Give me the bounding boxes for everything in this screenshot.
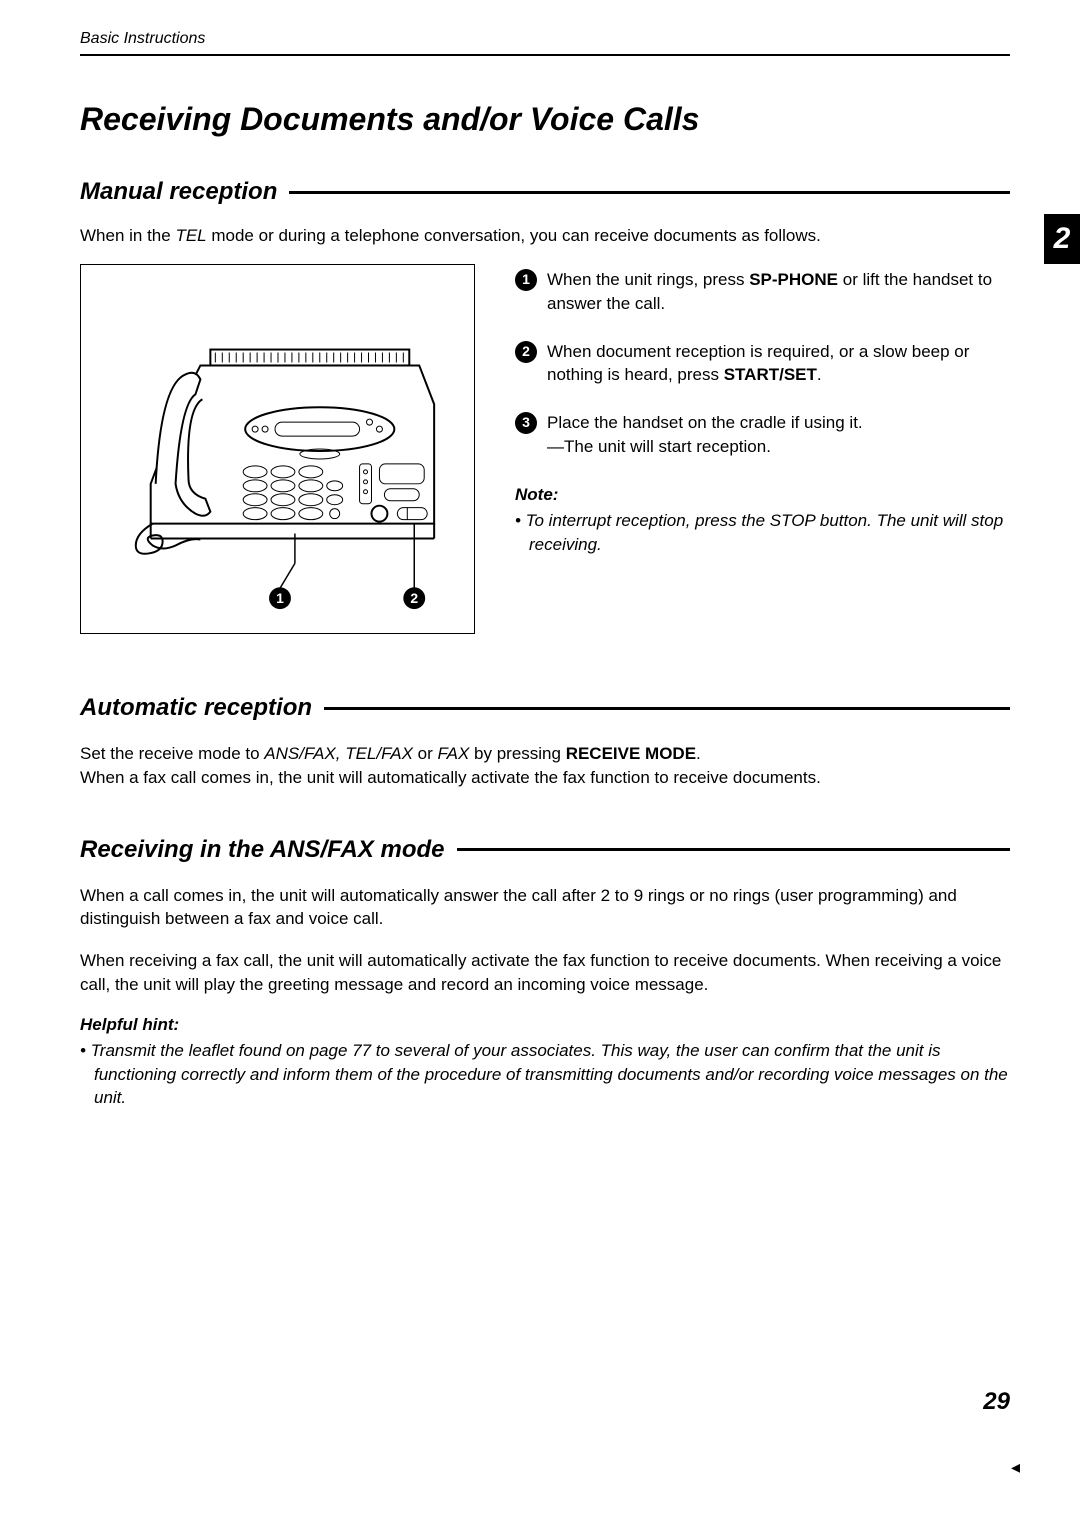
- header-rule: [80, 54, 1010, 56]
- step-2-bold: START/SET: [724, 365, 817, 384]
- step-3-sub: —The unit will start reception.: [547, 437, 771, 456]
- auto-modes: ANS/FAX, TEL/FAX: [264, 744, 413, 763]
- svg-text:1: 1: [276, 590, 284, 606]
- note-body: • To interrupt reception, press the STOP…: [515, 509, 1010, 557]
- auto-heading-row: Automatic reception: [80, 694, 1010, 722]
- step-3-text: Place the handset on the cradle if using…: [547, 411, 863, 459]
- ansfax-p2: When receiving a fax call, the unit will…: [80, 949, 1010, 997]
- main-title: Receiving Documents and/or Voice Calls: [80, 101, 1010, 138]
- chapter-tab: 2: [1044, 214, 1080, 264]
- page-header: Basic Instructions: [80, 30, 1010, 48]
- auto-fax: FAX: [437, 744, 469, 763]
- manual-row: 1 2 1 When the unit rings, press SP-PHON…: [80, 264, 1010, 634]
- ansfax-rule: [457, 848, 1010, 851]
- hint-label: Helpful hint:: [80, 1015, 1010, 1035]
- step-2: 2 When document reception is required, o…: [515, 340, 1010, 388]
- auto-or: or: [413, 744, 438, 763]
- corner-mark-icon: ◂: [1011, 1457, 1020, 1478]
- step-1-marker: 1: [515, 269, 537, 291]
- auto-body: Set the receive mode to ANS/FAX, TEL/FAX…: [80, 742, 1010, 790]
- manual-rule: [289, 191, 1010, 194]
- page-number: 29: [983, 1388, 1010, 1416]
- step-1-a: When the unit rings, press: [547, 270, 749, 289]
- auto-b: by pressing: [469, 744, 565, 763]
- step-2-marker: 2: [515, 341, 537, 363]
- step-1: 1 When the unit rings, press SP-PHONE or…: [515, 268, 1010, 316]
- auto-c: .: [696, 744, 701, 763]
- manual-intro-b: mode or during a telephone conversation,…: [207, 226, 821, 245]
- manual-heading-row: Manual reception: [80, 178, 1010, 206]
- hint-body: • Transmit the leaflet found on page 77 …: [80, 1039, 1010, 1110]
- steps-column: 1 When the unit rings, press SP-PHONE or…: [515, 264, 1010, 634]
- auto-rule: [324, 707, 1010, 710]
- auto-bold: RECEIVE MODE: [566, 744, 696, 763]
- step-2-b: .: [817, 365, 822, 384]
- svg-text:2: 2: [410, 590, 418, 606]
- ansfax-body: When a call comes in, the unit will auto…: [80, 884, 1010, 1111]
- auto-a: Set the receive mode to: [80, 744, 264, 763]
- step-3: 3 Place the handset on the cradle if usi…: [515, 411, 1010, 459]
- ansfax-heading: Receiving in the ANS/FAX mode: [80, 836, 445, 864]
- manual-intro-tel: TEL: [175, 226, 206, 245]
- step-3-a: Place the handset on the cradle if using…: [547, 413, 863, 432]
- note-label: Note:: [515, 485, 1010, 505]
- fax-machine-icon: 1 2: [81, 265, 474, 633]
- step-1-bold: SP-PHONE: [749, 270, 838, 289]
- fax-illustration: 1 2: [80, 264, 475, 634]
- manual-intro: When in the TEL mode or during a telepho…: [80, 226, 1010, 246]
- manual-heading: Manual reception: [80, 178, 277, 206]
- auto-heading: Automatic reception: [80, 694, 312, 722]
- step-1-text: When the unit rings, press SP-PHONE or l…: [547, 268, 1010, 316]
- ansfax-heading-row: Receiving in the ANS/FAX mode: [80, 836, 1010, 864]
- note-block: Note: • To interrupt reception, press th…: [515, 485, 1010, 557]
- auto-line2: When a fax call comes in, the unit will …: [80, 768, 821, 787]
- manual-intro-a: When in the: [80, 226, 175, 245]
- ansfax-p1: When a call comes in, the unit will auto…: [80, 884, 1010, 932]
- step-2-text: When document reception is required, or …: [547, 340, 1010, 388]
- step-3-marker: 3: [515, 412, 537, 434]
